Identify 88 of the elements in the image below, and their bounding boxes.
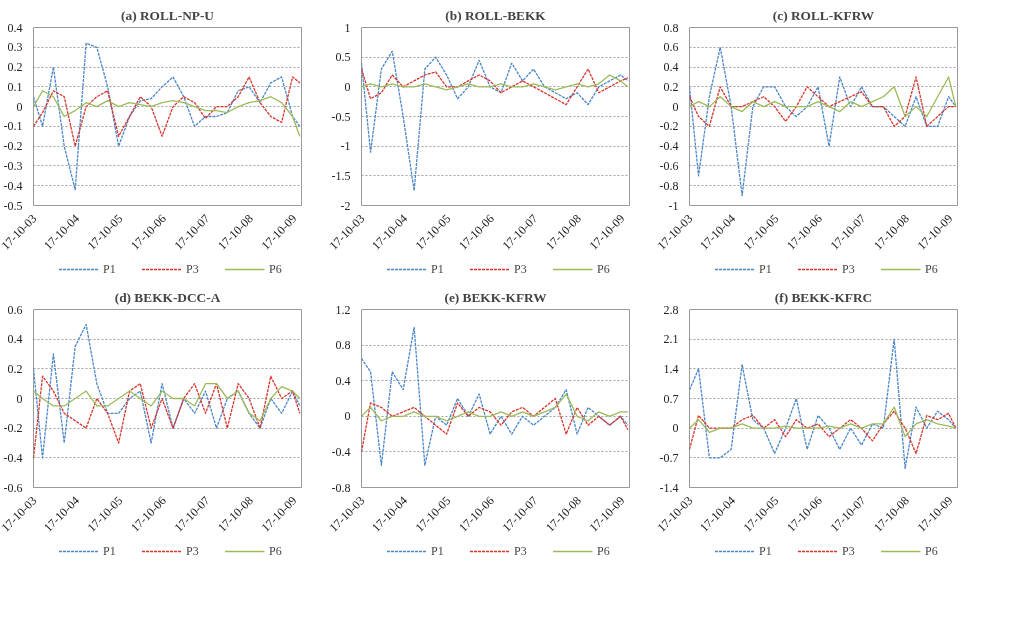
y-tick-label: -0.4	[659, 139, 679, 154]
line-series	[361, 326, 629, 466]
y-tick-label: 0.6	[7, 302, 23, 317]
y-tick-label: -0.2	[659, 119, 679, 134]
y-tick-label: 0	[344, 409, 351, 424]
y-tick-label: -0.2	[3, 139, 23, 154]
chart-title: (e) BEKK-KFRW	[444, 289, 548, 305]
legend-label: P3	[186, 543, 200, 559]
legend-label: P1	[103, 543, 117, 559]
y-tick-label: 0.4	[7, 332, 23, 347]
y-tick-label: -0.7	[659, 450, 679, 465]
legend-label: P1	[759, 543, 773, 559]
y-tick-label: -0.8	[659, 178, 679, 193]
y-tick-label: -0.4	[3, 450, 23, 465]
y-tick-label: -0.3	[3, 158, 23, 173]
y-tick-label: 0.2	[663, 79, 679, 94]
y-tick-label: 0	[344, 79, 351, 94]
line-series	[361, 50, 629, 192]
y-tick-label: 0.1	[7, 79, 23, 94]
y-tick-label: -0.6	[659, 158, 679, 173]
y-tick-label: 0	[672, 421, 679, 436]
y-tick-label: 2.1	[663, 332, 679, 347]
y-tick-label: 0.7	[663, 391, 679, 406]
y-tick-label: 0.4	[7, 20, 23, 35]
legend-label: P1	[759, 261, 773, 277]
chart-title: (d) BEKK-DCC-A	[114, 289, 221, 305]
line-series	[33, 90, 301, 137]
y-tick-label: 1.2	[335, 302, 351, 317]
y-tick-label: -1.4	[659, 480, 679, 495]
y-tick-label: 0.4	[663, 60, 679, 75]
line-series	[361, 74, 629, 91]
legend-label: P3	[186, 261, 200, 277]
legend-label: P6	[925, 543, 939, 559]
legend-label: P6	[269, 261, 283, 277]
legend-label: P3	[514, 261, 528, 277]
y-tick-label: -0.1	[3, 119, 23, 134]
y-tick-label: 0.5	[335, 50, 351, 65]
chart-title: (c) ROLL-KFRW	[772, 7, 875, 23]
y-tick-label: 0.2	[7, 361, 23, 376]
legend-label: P6	[269, 543, 283, 559]
legend-label: P3	[842, 543, 856, 559]
line-series	[33, 323, 301, 459]
line-series	[689, 46, 957, 197]
line-series	[33, 42, 301, 191]
y-tick-label: 0.8	[335, 338, 351, 353]
legend-label: P1	[431, 261, 445, 277]
legend-label: P1	[431, 543, 445, 559]
y-tick-label: 1.4	[663, 361, 679, 376]
legend-label: P1	[103, 261, 117, 277]
line-series	[689, 338, 957, 470]
line-series	[689, 76, 957, 118]
y-tick-label: -0.8	[331, 480, 351, 495]
y-tick-label: -0.4	[3, 178, 23, 193]
line-series	[33, 76, 301, 147]
y-tick-label: -0.2	[3, 421, 23, 436]
y-tick-label: -1.5	[331, 168, 351, 183]
line-series	[33, 383, 301, 422]
y-tick-label: 0	[16, 99, 23, 114]
y-tick-label: -2	[340, 198, 351, 213]
y-tick-label: 0	[16, 391, 23, 406]
chart-title: (f) BEKK-KFRC	[774, 289, 873, 305]
legend-label: P6	[597, 261, 611, 277]
y-tick-label: 0.6	[663, 40, 679, 55]
line-series	[361, 393, 629, 422]
y-tick-label: -0.4	[331, 444, 351, 459]
y-tick-label: -0.6	[3, 480, 23, 495]
legend-label: P3	[842, 261, 856, 277]
y-tick-label: -1	[668, 198, 679, 213]
y-tick-label: 0.4	[335, 373, 351, 388]
line-series	[689, 76, 957, 128]
y-tick-label: 0.3	[7, 40, 23, 55]
line-series	[361, 397, 629, 453]
y-tick-label: -1	[340, 139, 351, 154]
line-series	[689, 406, 957, 438]
y-tick-label: -0.5	[3, 198, 23, 213]
y-tick-label: -0.5	[331, 109, 351, 124]
y-tick-label: 1	[344, 20, 351, 35]
legend-label: P6	[925, 261, 939, 277]
legend-label: P6	[597, 543, 611, 559]
chart-title: (b) ROLL-BEKK	[445, 7, 547, 23]
y-tick-label: 0.8	[663, 20, 679, 35]
y-tick-label: 0.2	[7, 60, 23, 75]
chart-title: (a) ROLL-NP-U	[121, 7, 215, 23]
legend-label: P3	[514, 543, 528, 559]
y-tick-label: 2.8	[663, 302, 679, 317]
line-series	[689, 410, 957, 455]
y-tick-label: 0	[672, 99, 679, 114]
line-series	[361, 68, 629, 106]
